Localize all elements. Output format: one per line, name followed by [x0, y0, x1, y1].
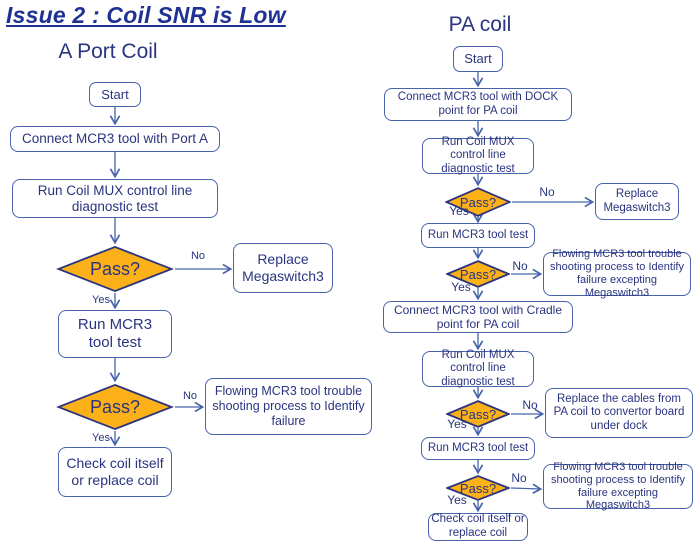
diamond-shape: [446, 400, 510, 428]
edge-label-yes: Yes: [447, 493, 467, 507]
b-decision-pass-3: Pass?: [446, 400, 510, 428]
a-start-terminator: Start: [89, 82, 141, 107]
a-decision-pass-1: Pass?: [56, 245, 174, 293]
b-result-replace-megaswitch3: Replace Megaswitch3: [595, 183, 679, 220]
diamond-shape: [445, 187, 511, 217]
diamond-shape: [56, 245, 174, 293]
b-decision-pass-4: Pass?: [446, 475, 510, 501]
diamond-shape: [446, 260, 510, 288]
b-decision-pass-1-label: Pass?: [459, 194, 497, 210]
a-end-check-coil: Check coil itself or replace coil: [58, 447, 172, 497]
b-process-run-coil-mux-test-1: Run Coil MUX control line diagnostic tes…: [422, 136, 534, 175]
edge-label-no: No: [522, 398, 538, 412]
a-result-mcr3-troubleshooting: Flowing MCR3 tool trouble shooting proce…: [205, 378, 372, 435]
edge-label-yes: Yes: [447, 417, 467, 431]
b-result-replace-cables: Replace the cables from PA coil to conve…: [545, 388, 693, 438]
edge-label-no: No: [182, 390, 198, 402]
a-process-run-mcr3-tool-test: Run MCR3 tool test: [58, 310, 172, 358]
b-result-troubleshooting-excepting-megaswitch3-1: Flowing MCR3 tool trouble shooting proce…: [543, 248, 691, 299]
a-decision-pass-1-label: Pass?: [89, 258, 141, 279]
b-process-run-mcr3-tool-test-1: Run MCR3 tool test: [421, 223, 535, 248]
edge-label-no: No: [539, 185, 555, 199]
a-decision-pass-2-label: Pass?: [89, 396, 141, 417]
a-decision-pass-2: Pass?: [56, 383, 174, 431]
b-decision-pass-2-label: Pass?: [459, 266, 497, 282]
edge-label-no: No: [511, 471, 527, 485]
b-start-terminator: Start: [453, 46, 503, 72]
edge-label-yes: Yes: [92, 294, 110, 306]
b-process-run-coil-mux-test-2: Run Coil MUX control line diagnostic tes…: [422, 349, 534, 388]
edge-label-no: No: [190, 250, 206, 262]
chart-b-title: PA coil: [448, 13, 512, 36]
b-result-troubleshooting-excepting-megaswitch3-2: Flowing MCR3 tool trouble shooting proce…: [543, 461, 693, 511]
diamond-shape: [446, 475, 510, 501]
page-title: Issue 2 : Coil SNR is Low: [6, 2, 286, 28]
b-process-connect-dock-point: Connect MCR3 tool with DOCK point for PA…: [384, 88, 572, 121]
edge-label-yes: Yes: [451, 280, 471, 294]
b-process-connect-cradle-point: Connect MCR3 tool with Cradle point for …: [383, 301, 573, 333]
edge-label-yes: Yes: [92, 432, 110, 444]
a-process-connect-mcr3-port-a: Connect MCR3 tool with Port A: [10, 126, 220, 152]
b-decision-pass-2: Pass?: [446, 260, 510, 288]
chart-a-title: A Port Coil: [58, 40, 158, 63]
edge-label-yes: Yes: [449, 204, 469, 218]
edge-label-no: No: [512, 259, 528, 273]
b-decision-pass-4-label: Pass?: [459, 480, 497, 496]
flow-arrow-no: [510, 483, 543, 495]
diamond-shape: [56, 383, 174, 431]
b-end-check-coil: Check coil itself or replace coil: [428, 513, 528, 541]
a-process-run-coil-mux-test: Run Coil MUX control line diagnostic tes…: [12, 179, 218, 218]
b-process-run-mcr3-tool-test-2: Run MCR3 tool test: [421, 437, 535, 460]
b-decision-pass-3-label: Pass?: [459, 406, 497, 422]
b-decision-pass-1: Pass?: [445, 187, 511, 217]
a-result-replace-megaswitch3: Replace Megaswitch3: [233, 243, 333, 293]
